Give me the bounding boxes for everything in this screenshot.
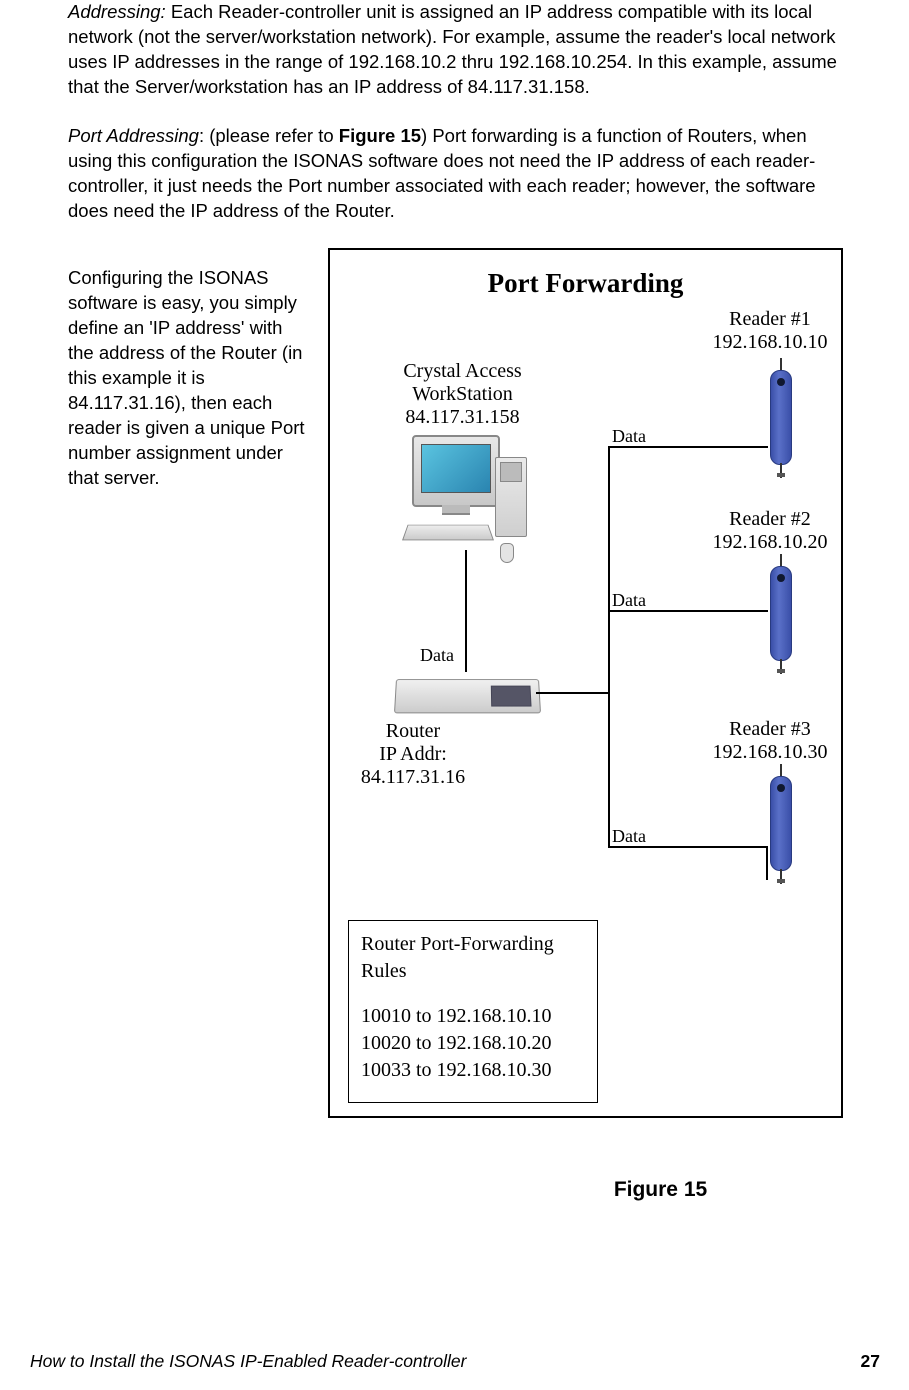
edge-label-r1: Data: [612, 426, 646, 447]
page-footer: How to Install the ISONAS IP-Enabled Rea…: [30, 1351, 880, 1372]
rules-row-2: 10033 to 192.168.10.30: [361, 1057, 585, 1084]
footer-title: How to Install the ISONAS IP-Enabled Rea…: [30, 1351, 466, 1372]
wire-ws-router: [465, 550, 467, 672]
workstation-label: Crystal Access WorkStation 84.117.31.158: [375, 360, 550, 429]
paragraph-port-addressing: Port Addressing: (please refer to Figure…: [68, 124, 841, 224]
wire-bus-v: [608, 446, 610, 848]
edge-label-r3: Data: [612, 826, 646, 847]
port-addressing-label: Port Addressing: [68, 125, 199, 146]
rules-box: Router Port-Forwarding Rules 10010 to 19…: [348, 920, 598, 1103]
edge-label-ws: Data: [420, 645, 454, 666]
reader-3-label: Reader #3 192.168.10.30: [700, 718, 840, 764]
reader-3-l2: 192.168.10.30: [713, 741, 828, 763]
reader-2-label: Reader #2 192.168.10.20: [700, 508, 840, 554]
reader-1-l2: 192.168.10.10: [713, 331, 828, 353]
workstation-label-l2: WorkStation: [412, 383, 513, 405]
addressing-label: Addressing:: [68, 1, 166, 22]
reader-2-l1: Reader #2: [729, 508, 811, 530]
reader-3-l1: Reader #3: [729, 718, 811, 740]
figure-caption: Figure 15: [478, 1178, 843, 1202]
paragraph-config: Configuring the ISONAS software is easy,…: [68, 266, 308, 491]
port-body-a: : (please refer to: [199, 125, 339, 146]
addressing-body: Each Reader-controller unit is assigned …: [68, 1, 837, 97]
router-label-l3: 84.117.31.16: [361, 766, 465, 788]
router-icon: [395, 670, 540, 725]
reader-1-icon: [762, 358, 800, 478]
rules-title: Router Port-Forwarding Rules: [361, 931, 585, 985]
reader-2-icon: [762, 554, 800, 674]
workstation-label-l1: Crystal Access: [403, 360, 521, 382]
port-fig-ref: Figure 15: [339, 125, 421, 146]
figure-port-forwarding: Port Forwarding Crystal Access WorkStati…: [328, 248, 843, 1118]
rules-row-1: 10020 to 192.168.10.20: [361, 1030, 585, 1057]
workstation-icon: [400, 435, 530, 565]
edge-label-r2: Data: [612, 590, 646, 611]
rules-title-l1: Router Port-Forwarding: [361, 933, 554, 955]
workstation-label-l3: 84.117.31.158: [405, 406, 519, 428]
router-label-l2: IP Addr:: [379, 743, 447, 765]
footer-page-number: 27: [861, 1351, 880, 1372]
paragraph-addressing: Addressing: Each Reader-controller unit …: [68, 0, 841, 100]
router-label: Router IP Addr: 84.117.31.16: [348, 720, 478, 789]
rules-row-0: 10010 to 192.168.10.10: [361, 1003, 585, 1030]
reader-2-l2: 192.168.10.20: [713, 531, 828, 553]
rules-title-l2: Rules: [361, 960, 407, 982]
reader-1-label: Reader #1 192.168.10.10: [700, 308, 840, 354]
wire-router-bus-h: [536, 692, 610, 694]
reader-1-l1: Reader #1: [729, 308, 811, 330]
wire-reader-3-up: [766, 846, 768, 880]
figure-title: Port Forwarding: [330, 268, 841, 299]
